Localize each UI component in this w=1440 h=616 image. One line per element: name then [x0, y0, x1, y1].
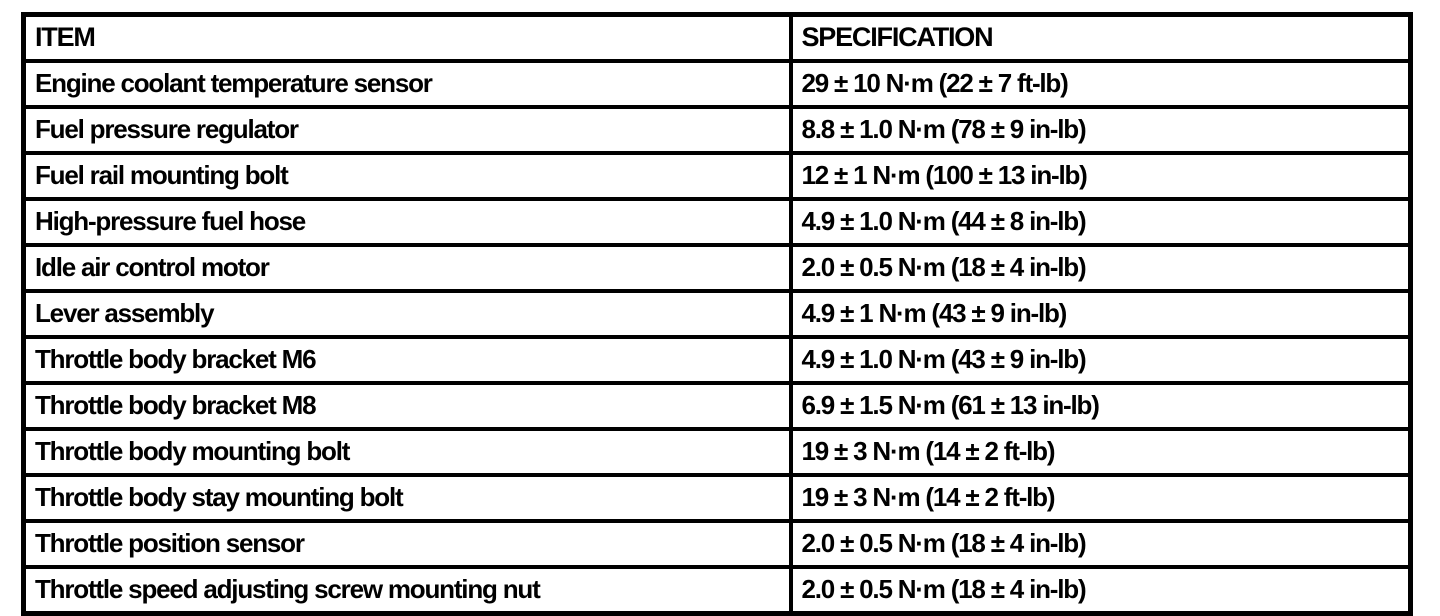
table-row: Idle air control motor 2.0 ± 0.5 N·m (18 …: [21, 243, 1413, 293]
table-row: High-pressure fuel hose 4.9 ± 1.0 N·m (44…: [21, 197, 1413, 247]
item-cell: Engine coolant temperature sensor: [21, 59, 793, 109]
table-row: Throttle body bracket M8 6.9 ± 1.5 N·m (6…: [21, 381, 1413, 431]
table-row: Throttle body bracket M6 4.9 ± 1.0 N·m (4…: [21, 335, 1413, 385]
table-row: Throttle body mounting bolt 19 ± 3 N·m (1…: [21, 427, 1413, 477]
scanned-page: ITEM SPECIFICATION Engine coolant temper…: [21, 12, 1413, 616]
specification-cell: 6.9 ± 1.5 N·m (61 ± 13 in-lb): [788, 381, 1413, 431]
header-item: ITEM: [21, 12, 793, 63]
torque-spec-table: ITEM SPECIFICATION Engine coolant temper…: [21, 12, 1413, 616]
item-cell: Fuel pressure regulator: [21, 105, 793, 155]
item-cell: Lever assembly: [21, 289, 793, 339]
item-cell: High-pressure fuel hose: [21, 197, 793, 247]
specification-cell: 12 ± 1 N·m (100 ± 13 in-lb): [788, 151, 1413, 201]
specification-cell: 8.8 ± 1.0 N·m (78 ± 9 in-lb): [788, 105, 1413, 155]
item-cell: Throttle body stay mounting bolt: [21, 473, 793, 523]
item-cell: Throttle body mounting bolt: [21, 427, 793, 477]
table-row: Throttle body stay mounting bolt 19 ± 3 N…: [21, 473, 1413, 523]
item-cell: Throttle body bracket M6: [21, 335, 793, 385]
specification-cell: 4.9 ± 1.0 N·m (43 ± 9 in-lb): [788, 335, 1413, 385]
item-cell: Throttle position sensor: [21, 519, 793, 569]
specification-cell: 19 ± 3 N·m (14 ± 2 ft-lb): [788, 427, 1413, 477]
table-row: Fuel pressure regulator 8.8 ± 1.0 N·m (78…: [21, 105, 1413, 155]
table-row: Engine coolant temperature sensor 29 ± 10…: [21, 59, 1413, 109]
item-cell: Fuel rail mounting bolt: [21, 151, 793, 201]
table-row: Lever assembly 4.9 ± 1 N·m (43 ± 9 in-lb): [21, 289, 1413, 339]
specification-cell: 19 ± 3 N·m (14 ± 2 ft-lb): [788, 473, 1413, 523]
table-row: Throttle position sensor 2.0 ± 0.5 N·m (1…: [21, 519, 1413, 569]
specification-cell: 4.9 ± 1.0 N·m (44 ± 8 in-lb): [788, 197, 1413, 247]
specification-cell: 2.0 ± 0.5 N·m (18 ± 4 in-lb): [788, 243, 1413, 293]
specification-cell: 4.9 ± 1 N·m (43 ± 9 in-lb): [788, 289, 1413, 339]
specification-cell: 2.0 ± 0.5 N·m (18 ± 4 in-lb): [788, 565, 1413, 616]
table-body: Engine coolant temperature sensor 29 ± 10…: [21, 59, 1413, 616]
specification-cell: 29 ± 10 N·m (22 ± 7 ft-lb): [788, 59, 1413, 109]
specification-cell: 2.0 ± 0.5 N·m (18 ± 4 in-lb): [788, 519, 1413, 569]
table-row: Throttle speed adjusting screw mounting …: [21, 565, 1413, 616]
item-cell: Idle air control motor: [21, 243, 793, 293]
header-row: ITEM SPECIFICATION: [21, 12, 1413, 63]
item-cell: Throttle body bracket M8: [21, 381, 793, 431]
item-cell: Throttle speed adjusting screw mounting …: [21, 565, 793, 616]
table-row: Fuel rail mounting bolt 12 ± 1 N·m (100 ±…: [21, 151, 1413, 201]
header-specification: SPECIFICATION: [788, 12, 1413, 63]
